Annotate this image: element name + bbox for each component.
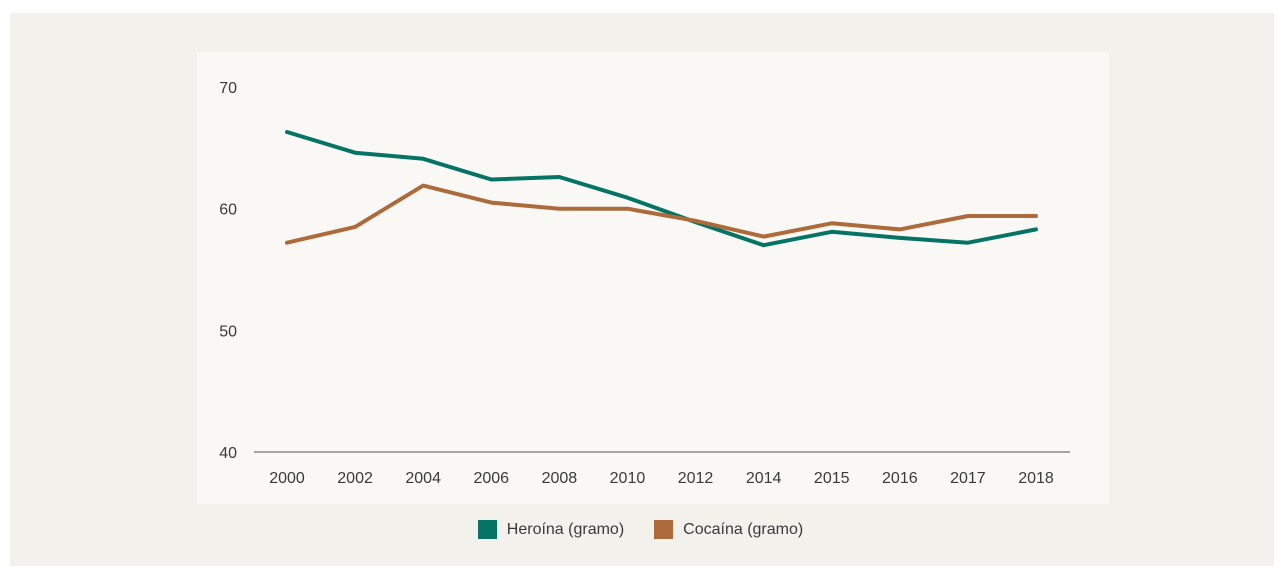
x-tick-label: 2012 [678, 470, 714, 487]
x-tick-label: 2018 [1018, 470, 1054, 487]
legend-swatch [477, 520, 497, 539]
x-tick-label: 2010 [610, 470, 646, 487]
y-tick-label: 70 [219, 80, 237, 97]
y-tick-label: 60 [219, 202, 237, 219]
x-tick-label: 2017 [950, 470, 986, 487]
legend-label: Cocaína (gramo) [683, 520, 804, 538]
y-axis: 40 50 60 70 [219, 80, 237, 462]
legend-item-cocaina: Cocaína (gramo) [654, 520, 803, 539]
legend-swatch [654, 520, 674, 539]
x-tick-label: 2016 [882, 470, 918, 487]
series-group [285, 130, 1038, 248]
x-tick-label: 2004 [405, 470, 441, 487]
x-axis: 2000 2002 2004 2006 2008 2010 2012 2014 2015 2016… [269, 470, 1054, 487]
x-tick-label: 2008 [542, 470, 578, 487]
x-tick-label: 2006 [473, 470, 509, 487]
x-tick-label: 2014 [746, 470, 782, 487]
legend: Heroína (gramo) Cocaína (gramo) [0, 520, 1281, 539]
legend-item-heroina: Heroína (gramo) [477, 520, 625, 539]
plot-area [197, 52, 1109, 504]
y-tick-label: 40 [219, 445, 237, 462]
y-tick-label: 50 [219, 323, 237, 340]
x-tick-label: 2015 [814, 470, 850, 487]
x-tick-label: 2002 [337, 470, 373, 487]
series-line-cocaina [285, 183, 1038, 245]
series-line-heroina [285, 130, 1038, 248]
x-tick-label: 2000 [269, 470, 305, 487]
legend-label: Heroína (gramo) [506, 520, 625, 538]
